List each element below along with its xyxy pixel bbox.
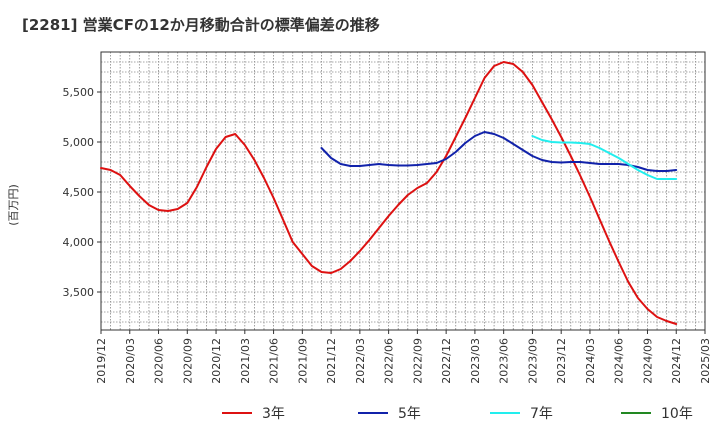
y-tick-label: 5,000 <box>63 136 95 149</box>
legend: 3年 5年 7年 10年 <box>222 406 693 422</box>
x-tick-label: 2021/06 <box>268 338 281 384</box>
y-axis-label: (百万円) <box>7 184 20 226</box>
chart-title: [2281] 営業CFの12か月移動合計の標準偏差の推移 <box>22 16 380 34</box>
y-tick-label: 4,000 <box>63 236 95 249</box>
x-tick-label: 2022/12 <box>440 338 453 384</box>
series-line-1 <box>320 131 678 172</box>
x-tick-label: 2022/09 <box>411 338 424 384</box>
x-tick-label: 2020/12 <box>210 338 223 384</box>
x-tick-label: 2024/06 <box>613 338 626 384</box>
x-tick-label: 2024/03 <box>584 338 597 384</box>
x-tick-label: 2021/03 <box>239 338 252 384</box>
series-layer <box>100 61 678 325</box>
legend-label-3: 10年 <box>661 406 693 422</box>
y-tick-label: 5,500 <box>63 86 95 99</box>
legend-label-0: 3年 <box>262 406 285 422</box>
x-tick-label: 2020/03 <box>124 338 137 384</box>
x-tick-label: 2019/12 <box>95 338 108 384</box>
x-tick-label: 2025/03 <box>699 338 712 384</box>
x-tick-label: 2021/12 <box>325 338 338 384</box>
x-tick-label: 2022/06 <box>383 338 396 384</box>
y-tick-label: 4,500 <box>63 186 95 199</box>
legend-label-2: 7年 <box>530 406 553 422</box>
x-tick-label: 2020/06 <box>153 338 166 384</box>
x-tick-label: 2024/12 <box>670 338 683 384</box>
axes-layer: 3,500 4,000 4,500 5,000 5,500 2019/12 2020/03 2… <box>63 51 712 384</box>
x-tick-label: 2024/09 <box>641 338 654 384</box>
series-line-2 <box>531 135 678 180</box>
legend-label-1: 5年 <box>398 406 421 422</box>
x-tick-label: 2021/09 <box>296 338 309 384</box>
x-tick-label: 2023/12 <box>555 338 568 384</box>
plot-frame <box>100 51 706 331</box>
x-tick-label: 2020/09 <box>181 338 194 384</box>
grid-layer <box>101 52 705 330</box>
x-tick-label: 2023/09 <box>526 338 539 384</box>
x-tick-label: 2023/06 <box>498 338 511 384</box>
y-tick-label: 3,500 <box>63 286 95 299</box>
series-line-0 <box>100 61 678 325</box>
x-tick-label: 2023/03 <box>469 338 482 384</box>
x-tick-label: 2022/03 <box>354 338 367 384</box>
